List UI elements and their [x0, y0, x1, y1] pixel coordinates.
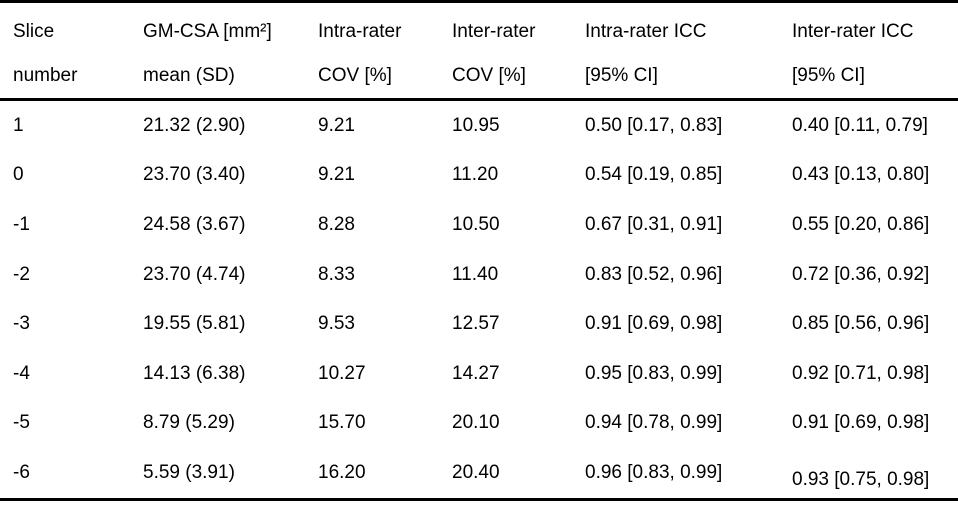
- header-line: number: [13, 65, 78, 86]
- table-cell: -5: [13, 412, 30, 434]
- table-cell: 8.79 (5.29): [143, 412, 235, 434]
- table-cell: 0.54 [0.19, 0.85]: [585, 164, 723, 186]
- header-line: Inter-rater: [452, 21, 536, 42]
- table-cell: -2: [13, 263, 30, 285]
- header-inter-rater-cov: Inter-rater COV [%]: [452, 3, 585, 98]
- table-cell: 0.67 [0.31, 0.91]: [585, 213, 723, 235]
- table-cell: 14.13 (6.38): [143, 362, 246, 384]
- table-cell: 0.96 [0.83, 0.99]: [585, 461, 723, 483]
- table-cell: 0.91 [0.69, 0.98]: [792, 412, 930, 434]
- header-line: Intra-rater ICC: [585, 21, 707, 42]
- header-line: COV [%]: [318, 65, 392, 86]
- table-cell: 0.94 [0.78, 0.99]: [585, 412, 723, 434]
- header-inter-rater-icc: Inter-rater ICC [95% CI]: [792, 3, 958, 98]
- header-line: [95% CI]: [585, 65, 658, 86]
- table-cell: 16.20: [318, 461, 366, 483]
- table-cell: -6: [13, 461, 30, 483]
- table-body: 1 21.32 (2.90) 9.21 10.95 0.50 [0.17, 0.…: [0, 101, 958, 501]
- table-cell: 0.85 [0.56, 0.96]: [792, 313, 930, 335]
- table-row: -1 24.58 (3.67) 8.28 10.50 0.67 [0.31, 0…: [0, 200, 958, 250]
- header-line: GM-CSA [mm²]: [143, 21, 272, 42]
- table-cell: -1: [13, 213, 30, 235]
- table-row: -2 23.70 (4.74) 8.33 11.40 0.83 [0.52, 0…: [0, 250, 958, 300]
- table-cell: 0.92 [0.71, 0.98]: [792, 362, 930, 384]
- table-cell: 8.28: [318, 213, 355, 235]
- header-line: [95% CI]: [792, 65, 865, 86]
- header-line: Slice: [13, 21, 55, 42]
- table-cell: 9.21: [318, 164, 355, 186]
- table-cell: 15.70: [318, 412, 366, 434]
- table-cell: 24.58 (3.67): [143, 213, 246, 235]
- table-cell: 23.70 (4.74): [143, 263, 246, 285]
- table-row: -5 8.79 (5.29) 15.70 20.10 0.94 [0.78, 0…: [0, 399, 958, 449]
- table-cell: 21.32 (2.90): [143, 114, 246, 136]
- header-line: mean (SD): [143, 65, 235, 86]
- table-cell: 0.55 [0.20, 0.86]: [792, 213, 930, 235]
- table-cell: 11.20: [452, 164, 499, 186]
- table-cell: 10.27: [318, 362, 366, 384]
- table-cell: 0.83 [0.52, 0.96]: [585, 263, 723, 285]
- table-cell: 12.57: [452, 313, 500, 335]
- table-cell: 0.95 [0.83, 0.99]: [585, 362, 723, 384]
- header-line: COV [%]: [452, 65, 526, 86]
- table-header-row: Slice number GM-CSA [mm²] mean (SD) Intr…: [0, 3, 958, 98]
- table-cell: 5.59 (3.91): [143, 461, 235, 483]
- table-row: -4 14.13 (6.38) 10.27 14.27 0.95 [0.83, …: [0, 349, 958, 399]
- table-cell: 20.10: [452, 412, 500, 434]
- table-row: -6 5.59 (3.91) 16.20 20.40 0.96 [0.83, 0…: [0, 448, 958, 498]
- table-cell: -4: [13, 362, 30, 384]
- table-cell: 0.93 [0.75, 0.98]: [792, 468, 930, 490]
- table-cell: 10.95: [452, 114, 500, 136]
- table-cell: 8.33: [318, 263, 355, 285]
- table-cell: 0.43 [0.13, 0.80]: [792, 164, 930, 186]
- table-cell: 1: [13, 114, 24, 136]
- table-cell: 0.40 [0.11, 0.79]: [792, 114, 928, 136]
- header-line: Intra-rater: [318, 21, 402, 42]
- table-cell: 14.27: [452, 362, 500, 384]
- table-header: Slice number GM-CSA [mm²] mean (SD) Intr…: [0, 3, 958, 101]
- table-cell: 0.72 [0.36, 0.92]: [792, 263, 930, 285]
- table-cell: 23.70 (3.40): [143, 164, 246, 186]
- header-intra-rater-icc: Intra-rater ICC [95% CI]: [585, 3, 792, 98]
- table-cell: 10.50: [452, 213, 500, 235]
- table-cell: 19.55 (5.81): [143, 313, 246, 335]
- header-slice-number: Slice number: [13, 3, 143, 98]
- table-row: -3 19.55 (5.81) 9.53 12.57 0.91 [0.69, 0…: [0, 299, 958, 349]
- table-cell: 20.40: [452, 461, 500, 483]
- table-row: 1 21.32 (2.90) 9.21 10.95 0.50 [0.17, 0.…: [0, 101, 958, 151]
- table-cell: -3: [13, 313, 30, 335]
- table-cell: 9.53: [318, 313, 355, 335]
- table-cell: 11.40: [452, 263, 499, 285]
- header-gm-csa: GM-CSA [mm²] mean (SD): [143, 3, 318, 98]
- table-cell: 0.91 [0.69, 0.98]: [585, 313, 723, 335]
- table-cell: 9.21: [318, 114, 355, 136]
- table-cell: 0.50 [0.17, 0.83]: [585, 114, 723, 136]
- table-row: 0 23.70 (3.40) 9.21 11.20 0.54 [0.19, 0.…: [0, 151, 958, 201]
- header-intra-rater-cov: Intra-rater COV [%]: [318, 3, 452, 98]
- header-line: Inter-rater ICC: [792, 21, 914, 42]
- table-cell: 0: [13, 164, 24, 186]
